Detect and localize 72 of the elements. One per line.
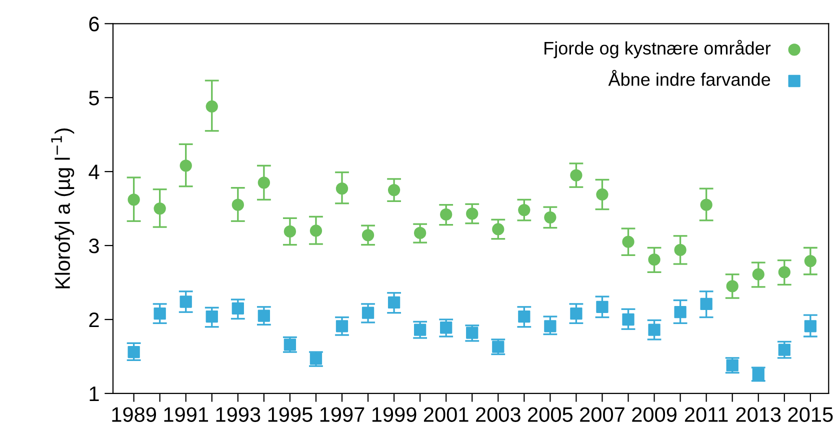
point [518, 310, 530, 323]
x-tick-label: 2005 [528, 407, 572, 422]
point [128, 194, 140, 206]
point [232, 302, 244, 314]
point [622, 236, 634, 248]
x-tick-label: 1997 [320, 407, 364, 422]
point [700, 198, 712, 211]
x-tick-label: 1993 [216, 407, 260, 422]
point [596, 300, 608, 313]
point [622, 313, 634, 326]
point [232, 198, 244, 211]
point [180, 296, 192, 308]
point [310, 224, 322, 237]
y-axis-title: Klorofyl a (µg l$^{−1}$) [51, 128, 74, 288]
point [154, 308, 166, 320]
x-tick-label: 2007 [580, 407, 624, 422]
point [778, 344, 790, 356]
legend-label: Åbne indre farvande [608, 70, 770, 86]
point [544, 320, 556, 332]
point [752, 268, 764, 280]
point [466, 208, 478, 220]
point [518, 204, 530, 216]
point [804, 320, 816, 332]
point [206, 310, 218, 323]
point [128, 346, 140, 358]
point [804, 254, 816, 268]
point [726, 280, 738, 292]
point [492, 223, 504, 236]
point [700, 298, 712, 310]
point [362, 229, 374, 242]
point [544, 211, 556, 224]
point [388, 296, 400, 309]
x-tick-label: 2003 [476, 407, 520, 422]
point [284, 225, 296, 238]
point [648, 254, 660, 266]
x-tick-label: 2011 [684, 407, 728, 422]
point [466, 326, 478, 339]
x-tick-label: 1991 [164, 407, 208, 422]
point [674, 244, 686, 256]
point [388, 184, 400, 196]
point [180, 160, 192, 172]
y-tick-label: 1 [90, 386, 99, 401]
point [596, 188, 608, 201]
y-tick-label: 4 [88, 164, 100, 180]
point [648, 324, 660, 336]
y-tick-label: 6 [89, 16, 99, 32]
point [570, 308, 582, 320]
point [258, 310, 270, 322]
x-tick-label: 2009 [632, 407, 676, 422]
x-tick-label: 2001 [424, 407, 468, 422]
x-tick-label: 1989 [112, 407, 156, 422]
point [336, 182, 348, 195]
x-tick-label: 1995 [268, 407, 312, 422]
x-tick-label: 2013 [736, 407, 781, 422]
y-tick-label: 3 [89, 238, 99, 254]
point [362, 306, 374, 319]
point [674, 306, 686, 318]
point [414, 226, 426, 240]
point [778, 266, 790, 278]
point [440, 322, 452, 334]
y-tick-label: 2 [89, 312, 99, 328]
point [154, 202, 166, 215]
point [570, 169, 582, 182]
x-tick-label: 2015 [788, 407, 833, 422]
x-tick-label: 1999 [372, 407, 416, 422]
point [440, 208, 452, 221]
legend-label: Fjorde og kystnære områder [544, 40, 771, 58]
point [336, 320, 348, 332]
y-tick-label: 5 [89, 90, 99, 106]
point [206, 100, 218, 113]
point [414, 324, 426, 336]
point [258, 176, 270, 189]
